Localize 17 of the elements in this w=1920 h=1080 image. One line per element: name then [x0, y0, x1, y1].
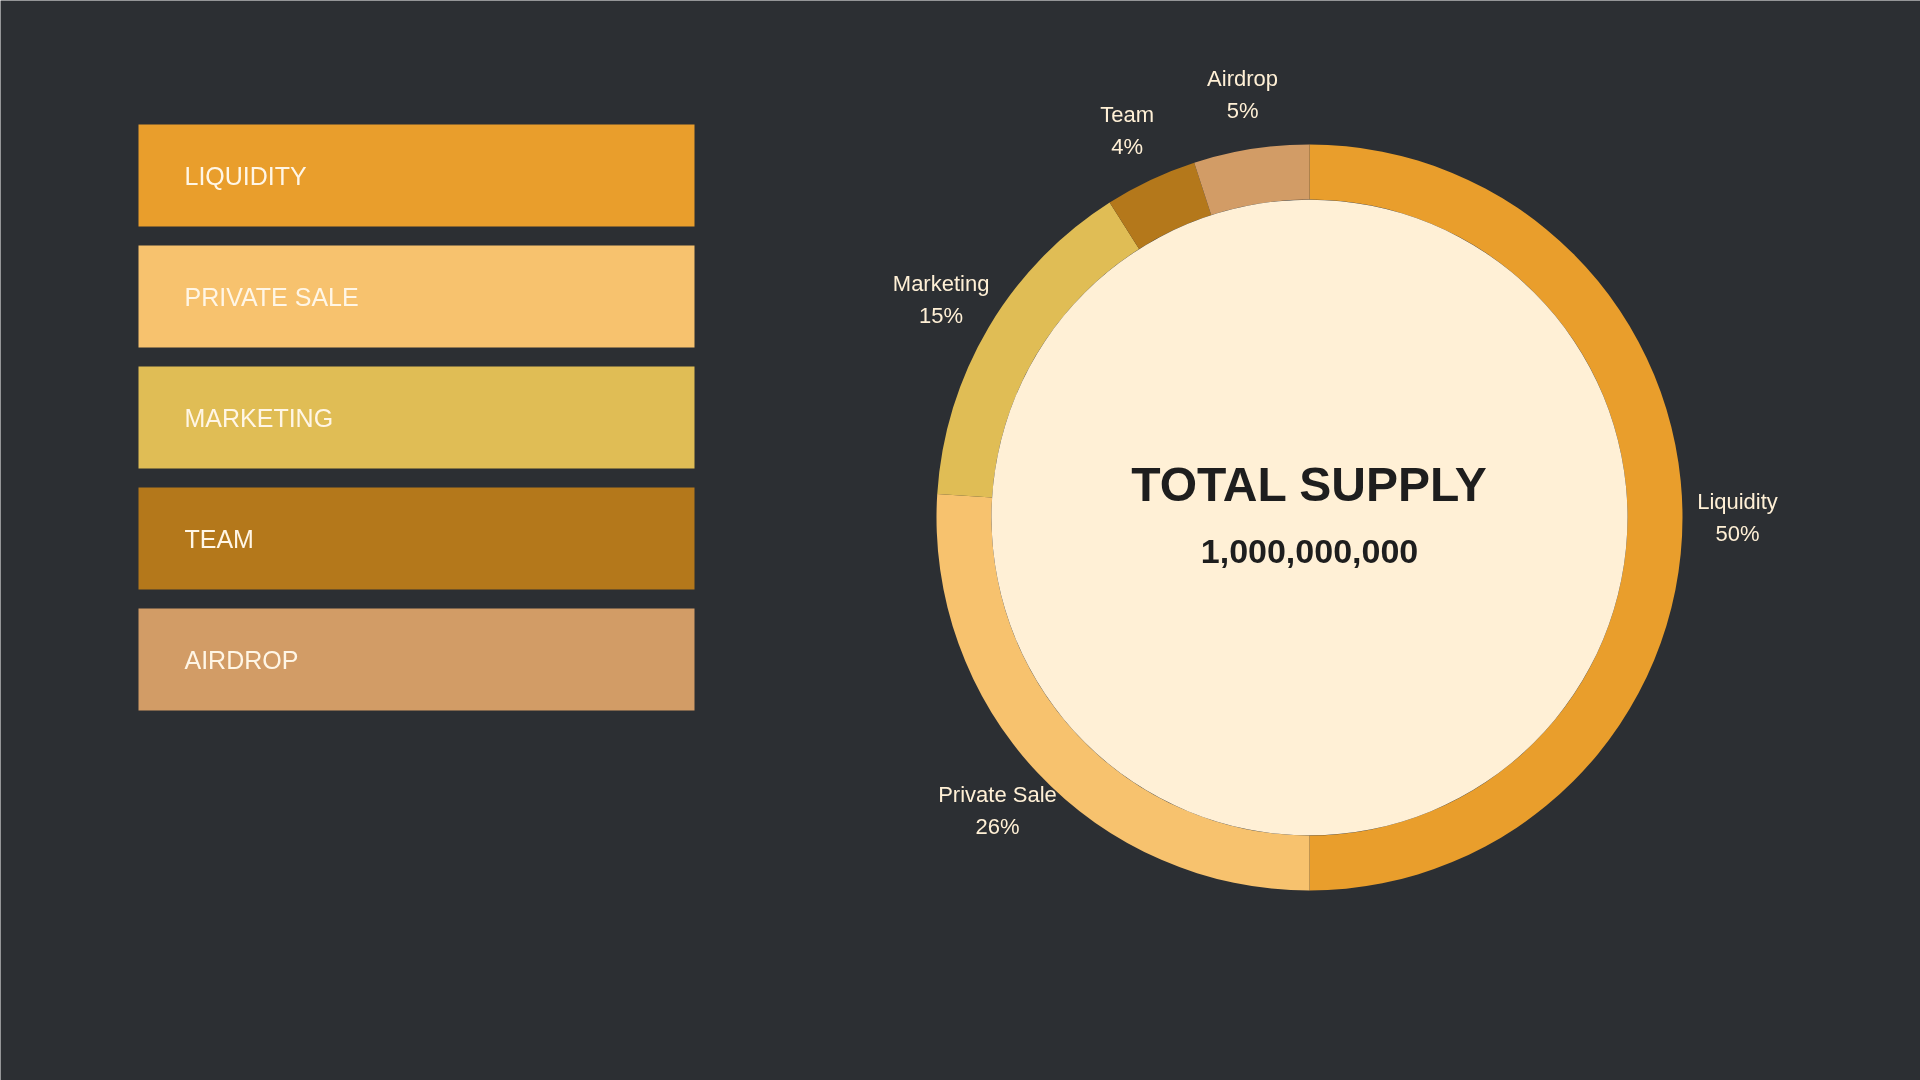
- slice-label: Private Sale: [938, 781, 1057, 807]
- data-label: 50%: [1715, 521, 1760, 546]
- slice-label: Marketing: [892, 271, 990, 297]
- text: LIQUIDITY: [184, 161, 308, 190]
- data-label: 15%: [919, 303, 964, 329]
- text: 1,000,000,000: [1200, 532, 1419, 570]
- data-label: 26%: [975, 813, 1020, 839]
- text: MARKETING: [184, 403, 334, 432]
- text: TOTAL SUPPLY: [1131, 458, 1487, 511]
- slice-label: Team: [1100, 101, 1155, 127]
- text: AIRDROP: [184, 645, 299, 674]
- data-label: 5%: [1226, 98, 1259, 124]
- slice-label: Airdrop: [1207, 66, 1279, 92]
- slice-label: Liquidity: [1697, 489, 1778, 514]
- data-label: 4%: [1111, 133, 1144, 159]
- text: PRIVATE SALE: [184, 282, 359, 311]
- text: TEAM: [184, 524, 254, 553]
